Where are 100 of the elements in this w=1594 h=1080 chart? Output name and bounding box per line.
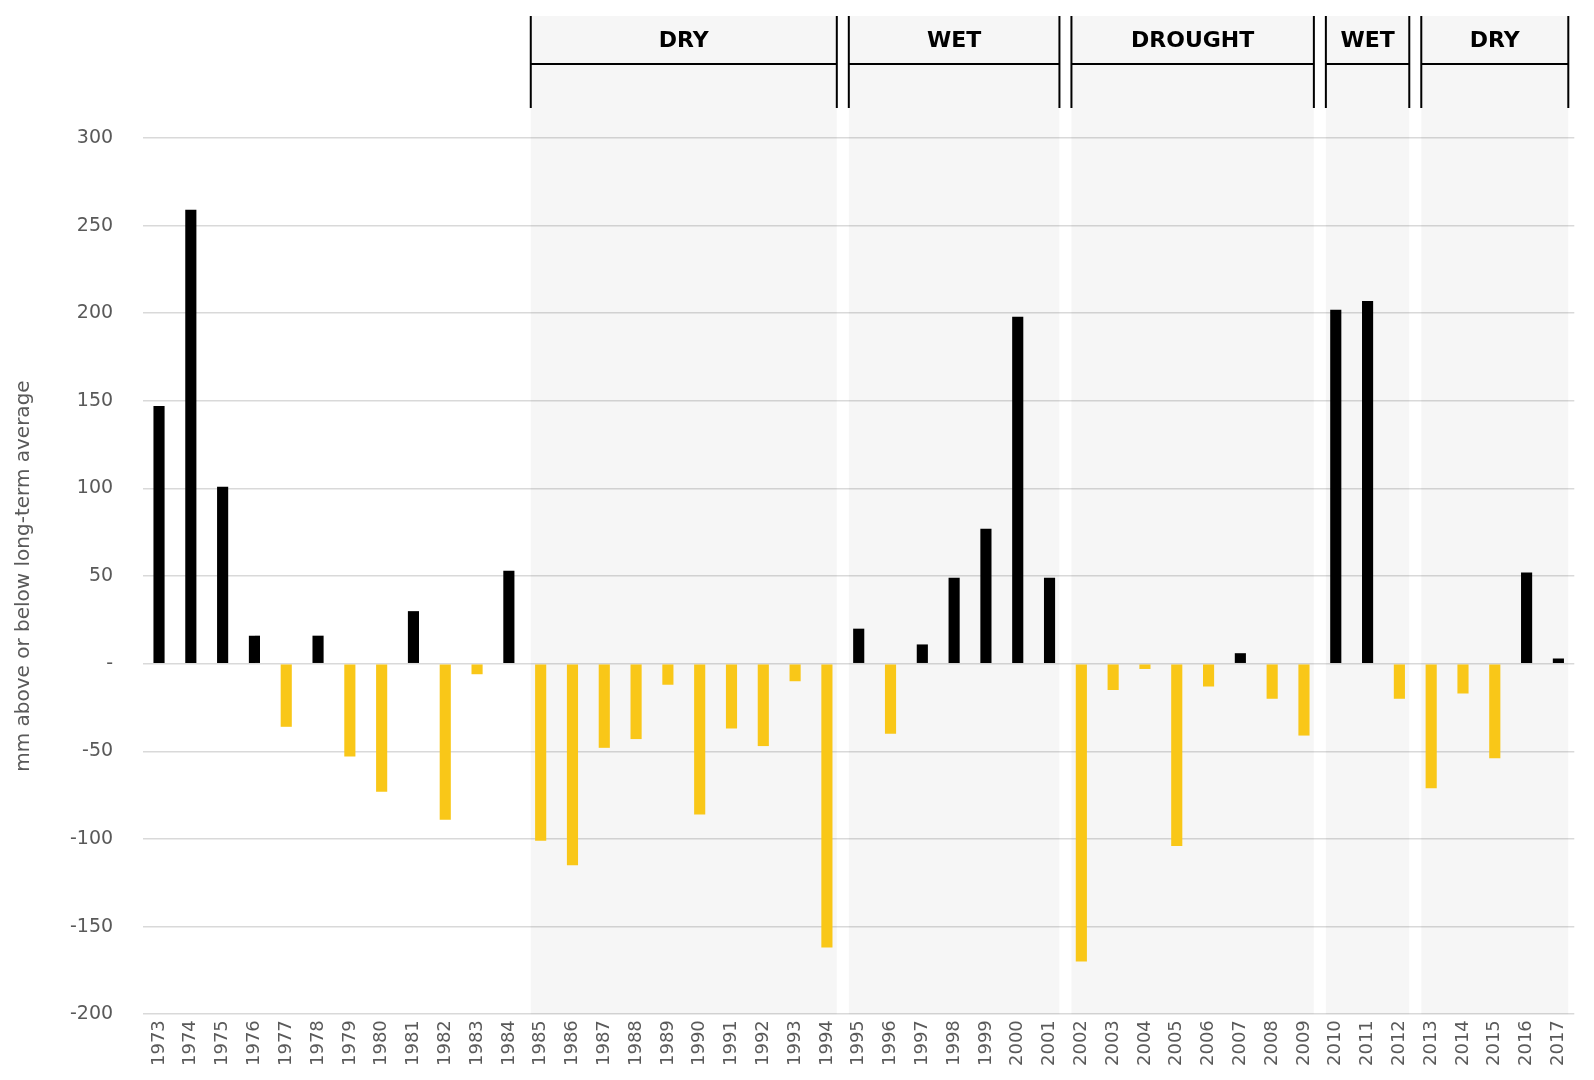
bar bbox=[280, 664, 292, 727]
x-tick-label: 1984 bbox=[496, 1020, 518, 1066]
x-tick-label: 1993 bbox=[782, 1020, 804, 1066]
x-tick-label: 1994 bbox=[814, 1020, 836, 1066]
bar bbox=[821, 664, 833, 948]
bar bbox=[884, 664, 897, 734]
bar bbox=[407, 611, 420, 663]
x-tick-label: 1981 bbox=[401, 1020, 423, 1066]
bar bbox=[1012, 316, 1024, 663]
x-tick-label: 1986 bbox=[560, 1020, 582, 1066]
bar bbox=[789, 664, 801, 682]
band-label: WET bbox=[926, 26, 982, 52]
y-tick-label: - bbox=[106, 650, 114, 673]
bar bbox=[1425, 664, 1437, 789]
x-tick-label: 2003 bbox=[1100, 1020, 1122, 1066]
bar bbox=[948, 577, 960, 663]
x-tick-label: 1982 bbox=[432, 1020, 454, 1066]
bar bbox=[853, 628, 865, 663]
bar bbox=[725, 664, 738, 729]
y-tick-label: 250 bbox=[76, 212, 114, 235]
y-axis-title: mm above or below long-term average bbox=[10, 380, 35, 772]
bar bbox=[1521, 572, 1533, 663]
x-tick-label: 2007 bbox=[1228, 1020, 1250, 1066]
x-tick-label: 2005 bbox=[1164, 1020, 1186, 1066]
x-tick-label: 2011 bbox=[1355, 1020, 1377, 1066]
bar bbox=[471, 664, 483, 675]
y-tick-label: -100 bbox=[70, 825, 114, 848]
band-label: DRY bbox=[658, 26, 710, 52]
x-tick-label: 2013 bbox=[1418, 1020, 1440, 1066]
bar bbox=[662, 664, 674, 685]
x-tick-label: 1974 bbox=[178, 1020, 200, 1066]
x-tick-label: 1988 bbox=[623, 1020, 645, 1066]
x-tick-label: 1979 bbox=[337, 1020, 359, 1066]
x-tick-label: 2000 bbox=[1005, 1020, 1027, 1066]
x-tick-label: 1999 bbox=[973, 1020, 995, 1066]
bar bbox=[503, 570, 515, 663]
x-tick-label: 1992 bbox=[750, 1020, 772, 1066]
y-tick-label: -200 bbox=[70, 1001, 114, 1024]
bar bbox=[1043, 577, 1056, 663]
bar bbox=[153, 406, 165, 663]
bar bbox=[757, 664, 769, 747]
x-tick-label: 2008 bbox=[1259, 1020, 1281, 1066]
band-label: DROUGHT bbox=[1131, 26, 1255, 52]
y-tick-label: 200 bbox=[76, 300, 114, 323]
x-tick-label: 1990 bbox=[687, 1020, 709, 1066]
bar bbox=[185, 209, 197, 663]
x-tick-label: 1991 bbox=[719, 1020, 741, 1066]
bar bbox=[439, 664, 451, 820]
y-tick-label: 300 bbox=[76, 124, 114, 147]
x-tick-label: 2009 bbox=[1291, 1020, 1313, 1066]
x-tick-label: 1995 bbox=[846, 1020, 868, 1066]
y-tick-label: 150 bbox=[76, 387, 114, 410]
x-tick-label: 1983 bbox=[464, 1020, 486, 1066]
y-tick-label: -50 bbox=[82, 738, 114, 761]
bar bbox=[344, 664, 356, 757]
x-tick-label: 1985 bbox=[528, 1020, 550, 1066]
bar bbox=[916, 644, 928, 663]
bar bbox=[1362, 300, 1374, 663]
band-label: WET bbox=[1340, 26, 1395, 52]
x-tick-label: 1978 bbox=[305, 1020, 327, 1066]
x-tick-label: 2004 bbox=[1132, 1020, 1154, 1066]
bar bbox=[312, 635, 324, 663]
bar bbox=[1202, 664, 1215, 687]
x-tick-label: 2001 bbox=[1037, 1020, 1059, 1066]
x-tick-label: 1989 bbox=[655, 1020, 677, 1066]
x-tick-label: 1996 bbox=[878, 1020, 900, 1066]
bar bbox=[1330, 309, 1342, 663]
x-tick-label: 2010 bbox=[1323, 1020, 1345, 1066]
bar bbox=[1457, 664, 1469, 694]
x-tick-label: 2015 bbox=[1482, 1020, 1504, 1066]
x-tick-label: 2002 bbox=[1069, 1020, 1091, 1066]
bar bbox=[1552, 658, 1564, 663]
y-tick-label: -150 bbox=[70, 913, 114, 936]
x-tick-label: 1975 bbox=[210, 1020, 232, 1066]
x-tick-label: 1976 bbox=[242, 1020, 264, 1066]
x-tick-label: 1997 bbox=[909, 1020, 931, 1066]
bar bbox=[630, 664, 642, 740]
y-tick-label: 50 bbox=[88, 563, 114, 586]
bar bbox=[217, 486, 229, 663]
x-tick-label: 2014 bbox=[1450, 1020, 1472, 1066]
bar bbox=[980, 528, 992, 663]
bar bbox=[1393, 664, 1405, 699]
bar bbox=[694, 664, 706, 815]
x-tick-label: 2006 bbox=[1196, 1020, 1218, 1066]
bar bbox=[1075, 664, 1087, 962]
bar bbox=[535, 664, 547, 841]
bar bbox=[376, 664, 388, 792]
x-tick-label: 1998 bbox=[941, 1020, 963, 1066]
bar bbox=[598, 664, 610, 748]
x-tick-label: 1977 bbox=[273, 1020, 295, 1066]
x-tick-label: 2016 bbox=[1514, 1020, 1536, 1066]
x-tick-label: 2012 bbox=[1387, 1020, 1409, 1066]
bar bbox=[1171, 664, 1183, 846]
y-tick-label: 100 bbox=[76, 475, 114, 498]
band-label: DRY bbox=[1469, 26, 1521, 52]
bar bbox=[1139, 664, 1151, 669]
x-tick-label: 1973 bbox=[146, 1020, 168, 1066]
x-tick-label: 1980 bbox=[369, 1020, 391, 1066]
bar bbox=[1489, 664, 1501, 759]
bar bbox=[566, 664, 579, 866]
